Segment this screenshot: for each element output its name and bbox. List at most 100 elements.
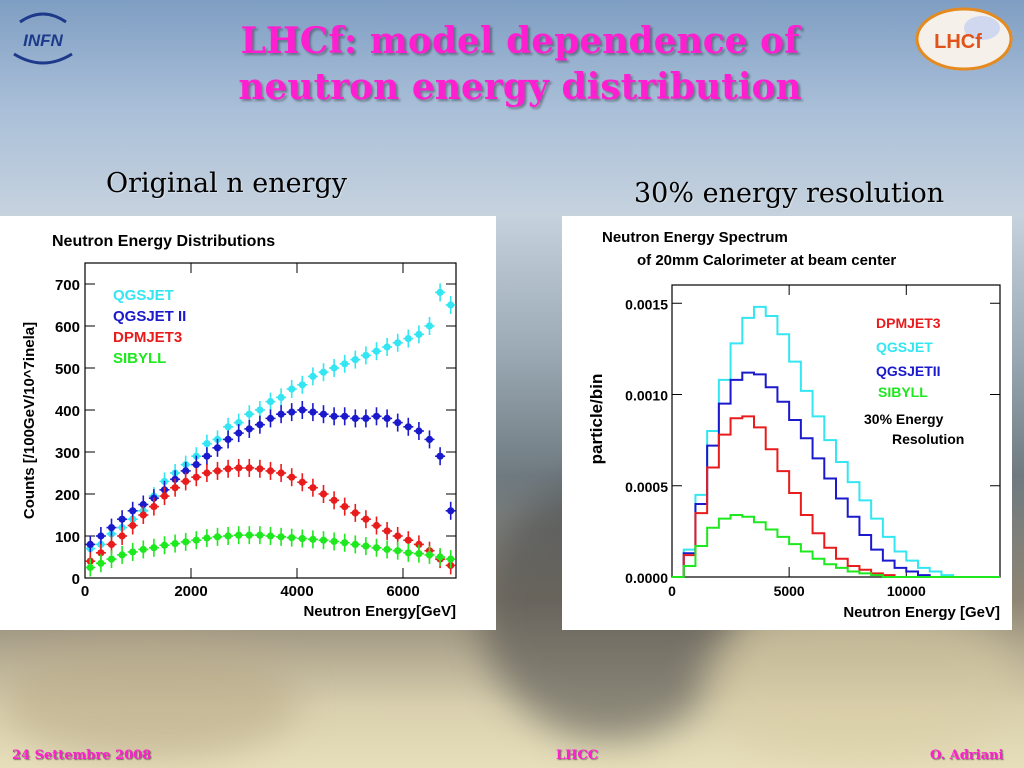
data-point bbox=[235, 419, 243, 427]
data-point bbox=[245, 531, 253, 539]
data-point bbox=[425, 322, 434, 330]
data-point bbox=[107, 555, 116, 563]
data-point bbox=[351, 509, 359, 517]
data-point bbox=[319, 490, 328, 498]
y-tick-label: 0.0000 bbox=[625, 570, 668, 586]
legend-entry: QGSJET II bbox=[113, 308, 186, 325]
data-point bbox=[277, 469, 285, 477]
data-point bbox=[425, 551, 434, 559]
infn-logo: INFN bbox=[13, 12, 73, 65]
data-point bbox=[330, 496, 338, 504]
x-tick-label: 5000 bbox=[774, 583, 805, 599]
x-axis-label: Neutron Energy[GeV] bbox=[303, 603, 456, 620]
data-point bbox=[383, 414, 391, 422]
data-point bbox=[107, 524, 116, 532]
data-point bbox=[86, 563, 94, 572]
data-point bbox=[415, 427, 423, 435]
subtitle-right: 30% energy resolution bbox=[634, 178, 945, 209]
data-point bbox=[160, 541, 169, 549]
x-tick-label: 0 bbox=[668, 583, 676, 599]
data-point bbox=[192, 536, 200, 544]
legend-entry: QGSJETII bbox=[876, 363, 941, 379]
data-point bbox=[139, 545, 147, 554]
footer-center: LHCC bbox=[556, 748, 599, 763]
data-point bbox=[203, 440, 211, 448]
data-point bbox=[288, 385, 296, 393]
lhcf-logo: LHCf bbox=[915, 7, 1013, 71]
data-point bbox=[266, 398, 275, 406]
x-tick-label: 4000 bbox=[280, 583, 313, 600]
data-point bbox=[171, 484, 179, 492]
data-point bbox=[266, 467, 275, 475]
y-axis-label: Counts [/100GeV/10^7inela] bbox=[21, 322, 38, 519]
data-point bbox=[341, 360, 349, 368]
data-point bbox=[129, 548, 137, 556]
data-point bbox=[372, 347, 381, 355]
series-qgsjet bbox=[672, 305, 1000, 578]
data-point bbox=[288, 534, 296, 542]
data-point bbox=[266, 414, 275, 422]
plot-frame bbox=[671, 284, 1001, 578]
data-point bbox=[213, 533, 222, 541]
data-point bbox=[425, 435, 434, 443]
legend-entry: QGSJET bbox=[113, 287, 174, 304]
data-point bbox=[436, 288, 444, 296]
x-tick-label: 6000 bbox=[386, 583, 419, 600]
data-point bbox=[351, 414, 359, 422]
data-point bbox=[298, 406, 306, 414]
data-point bbox=[319, 410, 328, 418]
footer-author: O. Adriani bbox=[930, 748, 1004, 763]
data-point bbox=[97, 549, 105, 557]
data-point bbox=[182, 467, 190, 475]
title-line-2: neutron energy distribution bbox=[238, 66, 802, 108]
data-point bbox=[288, 408, 296, 416]
series-qgsjetii bbox=[672, 371, 1000, 578]
data-point bbox=[404, 536, 412, 544]
y-tick-label: 500 bbox=[55, 361, 80, 378]
series-sibyll bbox=[85, 526, 456, 577]
data-point bbox=[436, 452, 444, 460]
data-point bbox=[415, 330, 423, 338]
data-point bbox=[118, 532, 126, 540]
data-point bbox=[309, 372, 317, 380]
plot-frame bbox=[84, 262, 457, 579]
legend-entry: DPMJET3 bbox=[876, 315, 941, 331]
data-point bbox=[383, 527, 391, 535]
data-point bbox=[394, 532, 402, 540]
data-point bbox=[288, 473, 296, 481]
data-point bbox=[277, 393, 285, 401]
series-sibyll bbox=[672, 513, 1000, 578]
data-point bbox=[266, 532, 275, 540]
y-tick-label: 300 bbox=[55, 445, 80, 462]
y-tick-label: 0.0005 bbox=[625, 479, 668, 495]
data-point bbox=[245, 410, 253, 418]
data-point bbox=[362, 515, 370, 523]
chart-right: Neutron Energy Spectrum of 20mm Calorimet… bbox=[587, 229, 1001, 621]
series-dpmjet3 bbox=[85, 458, 456, 575]
data-point bbox=[150, 544, 158, 552]
subtitle-left: Original n energy bbox=[106, 168, 348, 199]
chart-title: Neutron Energy Distributions bbox=[52, 233, 275, 250]
data-point bbox=[235, 429, 243, 437]
data-point bbox=[394, 547, 402, 555]
legend-entry: SIBYLL bbox=[113, 350, 166, 367]
data-point bbox=[362, 414, 370, 422]
background-blur bbox=[0, 640, 300, 760]
data-point bbox=[235, 464, 243, 472]
lhcf-logo-text: LHCf bbox=[934, 31, 982, 53]
chart-right-panel: Neutron Energy Spectrum of 20mm Calorimet… bbox=[562, 216, 1012, 630]
footer-date: 24 Settembre 2008 bbox=[12, 748, 152, 763]
data-point bbox=[256, 465, 264, 473]
x-tick-label: 10000 bbox=[887, 583, 926, 599]
data-point bbox=[182, 538, 190, 546]
data-point bbox=[436, 553, 444, 561]
data-point bbox=[298, 381, 306, 389]
data-point bbox=[372, 412, 381, 420]
data-point bbox=[118, 515, 126, 523]
x-axis-label: Neutron Energy [GeV] bbox=[843, 604, 1000, 621]
data-point bbox=[351, 540, 359, 548]
annotation-line-1: 30% Energy bbox=[864, 411, 944, 427]
data-point bbox=[330, 412, 338, 420]
data-point bbox=[224, 435, 232, 443]
data-point bbox=[394, 339, 402, 347]
